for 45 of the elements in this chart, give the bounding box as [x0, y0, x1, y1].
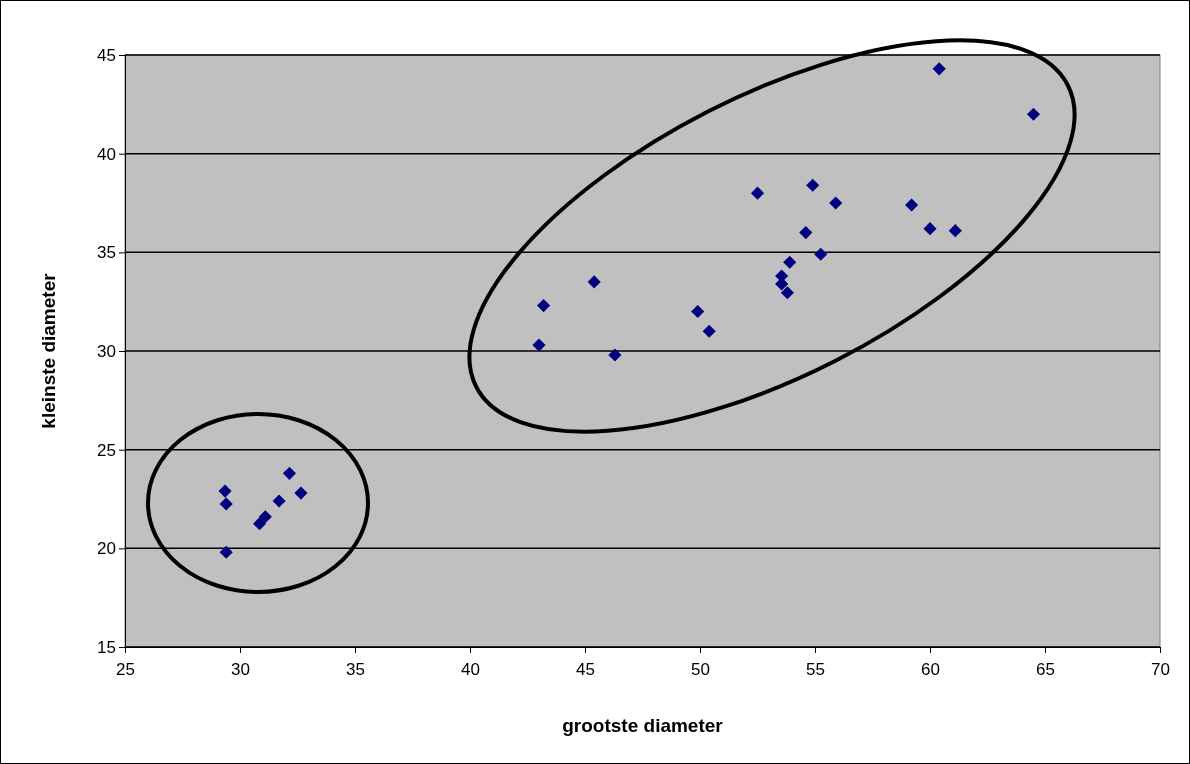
x-tick-label: 30: [231, 659, 250, 679]
point: [806, 178, 820, 192]
point: [608, 348, 622, 362]
point: [829, 196, 843, 210]
y-tick-label: 25: [97, 440, 116, 460]
x-tick-label: 65: [1036, 659, 1055, 679]
point: [258, 510, 272, 524]
y-tick-label: 30: [97, 341, 116, 361]
point: [783, 255, 797, 269]
y-axis-title: kleinste diameter: [38, 272, 59, 429]
point: [218, 484, 232, 498]
y-tick-label: 15: [97, 637, 116, 657]
y-tick-label: 40: [97, 144, 116, 164]
point: [923, 222, 937, 236]
y-tick-label: 35: [97, 243, 116, 263]
x-tick-label: 25: [116, 659, 135, 679]
point: [252, 517, 267, 531]
point: [691, 304, 705, 319]
point: [702, 324, 716, 338]
x-tick-label: 45: [576, 659, 595, 679]
point: [799, 226, 813, 240]
point: [780, 286, 794, 300]
point: [272, 494, 286, 508]
point: [294, 486, 308, 500]
point: [587, 275, 601, 289]
x-tick-label: 60: [921, 659, 940, 679]
x-tick-label: 55: [806, 659, 825, 679]
x-axis-title: grootste diameter: [562, 715, 724, 736]
point: [282, 466, 297, 480]
point: [932, 62, 946, 76]
y-tick-label: 20: [97, 539, 116, 559]
point: [532, 338, 546, 352]
point: [750, 186, 765, 200]
point: [537, 299, 551, 313]
y-tick-label: 45: [97, 45, 116, 65]
x-tick-label: 35: [346, 659, 365, 679]
point: [219, 545, 233, 559]
point: [219, 497, 233, 511]
x-tick-label: 50: [691, 659, 710, 679]
point: [814, 247, 828, 261]
point: [1026, 107, 1041, 121]
x-tick-label: 70: [1151, 659, 1170, 679]
point: [905, 198, 919, 212]
point: [948, 224, 962, 238]
x-tick-label: 40: [461, 659, 480, 679]
